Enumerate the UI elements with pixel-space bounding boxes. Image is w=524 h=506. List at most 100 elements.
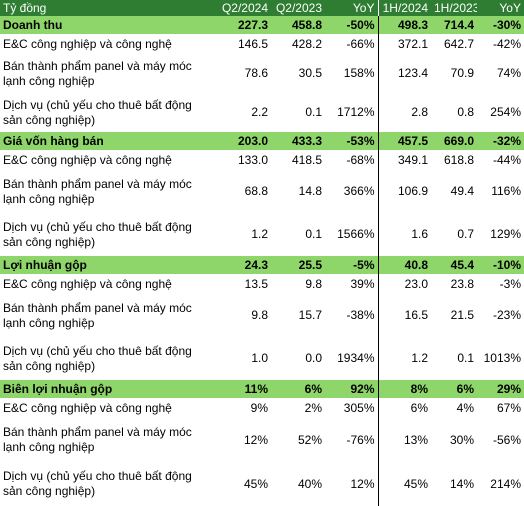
cell-1h-2024: 40.8 (377, 256, 431, 274)
cell-q2-2024: 24.3 (217, 256, 271, 274)
cell-q2-2024: 1.0 (251, 351, 268, 365)
cell-1h-2023: 49.4 (450, 184, 474, 198)
cell-q2-2023: 433.3 (271, 132, 325, 150)
header-col-1h-2023: 1H/2023 (431, 0, 477, 16)
cell-1h-2023: 0.7 (457, 227, 474, 241)
cell-1h-2024: 6% (377, 398, 431, 418)
cell-1h-2023: 14% (449, 476, 474, 491)
cell-yoy-quarter: 1712% (337, 105, 375, 119)
cell-yoy-quarter: -66% (346, 36, 375, 51)
cell-q2-2023: 14.8 (298, 184, 322, 198)
cell-1h-2024: 349.1 (377, 150, 431, 170)
table-row: Bán thành phẩm panel và máy móc lạnh côn… (0, 418, 524, 462)
table-row: Bán thành phẩm panel và máy móc lạnh côn… (0, 170, 524, 213)
cell-q2-2024: 2.2 (251, 105, 268, 119)
row-label: E&C công nghiệp và công nghệ (3, 36, 172, 51)
cell-yoy-quarter: -76% (346, 432, 375, 447)
row-label: E&C công nghiệp và công nghệ (3, 276, 172, 291)
cell-1h-2023: 6% (431, 380, 477, 398)
cell-q2-2024: 227.3 (217, 16, 271, 34)
cell-yoy-half: -44% (492, 152, 521, 167)
section-label: Lợi nhuận gộp (0, 256, 217, 274)
cell-1h-2023: 0.1 (457, 351, 474, 365)
table-row: Bán thành phẩm panel và máy móc lạnh côn… (0, 54, 524, 93)
cell-q2-2023: 52% (297, 432, 322, 447)
cell-q2-2023: 428.2 (291, 36, 322, 51)
section-row: Giá vốn hàng bán 203.0 433.3 -53% 457.5 669.0… (0, 132, 524, 150)
row-label: E&C công nghiệp và công nghệ (3, 400, 172, 415)
cell-1h-2023: 618.8 (443, 152, 474, 167)
cell-yoy-half: 214% (490, 476, 521, 491)
cell-1h-2024: 457.5 (377, 132, 431, 150)
cell-1h-2024: 23.0 (377, 274, 431, 294)
cell-yoy-quarter: 1566% (337, 227, 375, 241)
cell-yoy-half: -3% (499, 276, 521, 291)
cell-yoy-half: 129% (490, 227, 521, 241)
cell-q2-2023: 6% (271, 380, 325, 398)
cell-yoy-half: -42% (492, 36, 521, 51)
cell-yoy-quarter: 305% (343, 400, 375, 415)
cell-1h-2023: 70.9 (450, 66, 474, 80)
cell-yoy-half: 1013% (483, 351, 521, 365)
cell-yoy-quarter: 12% (350, 476, 375, 491)
cell-yoy-half: -56% (492, 432, 521, 447)
cell-yoy-half: 29% (477, 380, 524, 398)
cell-q2-2023: 30.5 (298, 66, 322, 80)
cell-q2-2023: 40% (297, 476, 322, 491)
cell-q2-2024: 45% (243, 476, 268, 491)
header-col-q2-2023: Q2/2023 (271, 0, 325, 16)
cell-1h-2024: 2.8 (377, 93, 431, 132)
table-row: Bán thành phẩm panel và máy móc lạnh côn… (0, 294, 524, 337)
cell-1h-2024: 498.3 (377, 16, 431, 34)
cell-yoy-half: 74% (496, 66, 521, 80)
cell-1h-2023: 642.7 (443, 36, 474, 51)
section-label: Doanh thu (0, 16, 217, 34)
cell-q2-2023: 15.7 (298, 308, 322, 322)
cell-yoy-quarter: 366% (343, 184, 375, 198)
row-label: Bán thành phẩm panel và máy móc lạnh côn… (3, 176, 192, 206)
cell-1h-2024: 13% (377, 418, 431, 462)
row-label: Dịch vụ (chủ yếu cho thuê bất động sản c… (3, 97, 192, 127)
table-row: Dịch vụ (chủ yếu cho thuê bất động sản c… (0, 462, 524, 506)
table-row: Dịch vụ (chủ yếu cho thuê bất động sản c… (0, 213, 524, 256)
table-body: Doanh thu 227.3 458.8 -50% 498.3 714.4 -30% E&C… (0, 16, 524, 506)
cell-yoy-half: -30% (477, 16, 524, 34)
cell-q2-2023: 418.5 (291, 152, 322, 167)
cell-q2-2024: 9% (250, 400, 268, 415)
row-label: Dịch vụ (chủ yếu cho thuê bất động sản c… (3, 343, 192, 373)
cell-1h-2023: 4% (456, 400, 474, 415)
cell-q2-2023: 0.1 (305, 227, 322, 241)
cell-yoy-quarter: -38% (346, 308, 375, 322)
cell-q2-2023: 25.5 (271, 256, 325, 274)
header-col-yoy-half: YoY (477, 0, 524, 16)
cell-q2-2023: 2% (304, 400, 322, 415)
cell-1h-2023: 23.8 (450, 276, 474, 291)
header-col-yoy-quarter: YoY (325, 0, 378, 16)
cell-q2-2023: 0.0 (305, 351, 322, 365)
cell-q2-2024: 9.8 (251, 308, 268, 322)
row-label: Dịch vụ (chủ yếu cho thuê bất động sản c… (3, 219, 192, 249)
cell-yoy-quarter: -50% (325, 16, 378, 34)
cell-q2-2024: 203.0 (217, 132, 271, 150)
cell-1h-2024: 8% (377, 380, 431, 398)
cell-1h-2024: 106.9 (377, 170, 431, 213)
table-row: Dịch vụ (chủ yếu cho thuê bất động sản c… (0, 93, 524, 132)
cell-yoy-quarter: -53% (325, 132, 378, 150)
cell-yoy-quarter: 92% (325, 380, 378, 398)
cell-1h-2024: 123.4 (377, 54, 431, 93)
cell-q2-2024: 68.8 (244, 184, 268, 198)
cell-yoy-quarter: 158% (343, 66, 375, 80)
cell-1h-2024: 372.1 (377, 34, 431, 54)
cell-q2-2024: 11% (217, 380, 271, 398)
cell-1h-2023: 30% (449, 432, 474, 447)
cell-yoy-half: -10% (477, 256, 524, 274)
header-unit-label: Tỷ đồng (0, 0, 217, 16)
cell-1h-2024: 1.2 (377, 337, 431, 380)
cell-1h-2024: 16.5 (377, 294, 431, 337)
table-row: E&C công nghiệp và công nghệ 133.0 418.5 -6… (0, 150, 524, 170)
header-col-1h-2024: 1H/2024 (377, 0, 431, 16)
section-label: Giá vốn hàng bán (0, 132, 217, 150)
cell-1h-2024: 1.6 (377, 213, 431, 256)
row-label: E&C công nghiệp và công nghệ (3, 152, 172, 167)
